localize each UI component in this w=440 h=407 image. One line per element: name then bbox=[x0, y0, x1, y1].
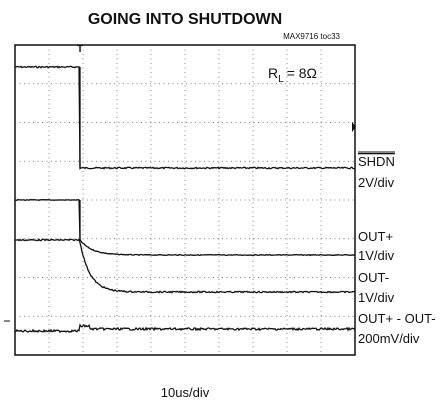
traces bbox=[14, 65, 356, 334]
channel-name: OUT- bbox=[358, 270, 389, 285]
channel-name: SHDN bbox=[358, 154, 395, 169]
channel-scale: 200mV/div bbox=[358, 331, 420, 346]
channel-scale: 1V/div bbox=[358, 248, 395, 263]
time-scale: 10us/div bbox=[161, 385, 210, 400]
level-marker bbox=[352, 122, 356, 132]
channel-name: OUT+ bbox=[358, 229, 393, 244]
title: GOING INTO SHUTDOWN bbox=[88, 11, 282, 28]
diff-trace bbox=[14, 323, 356, 334]
channel-scale: 2V/div bbox=[358, 175, 395, 190]
outn-trace bbox=[14, 238, 356, 294]
outp-trace bbox=[14, 198, 356, 257]
channel-scale: 1V/div bbox=[358, 290, 395, 305]
trigger-marker: T bbox=[77, 44, 83, 55]
channel-name: OUT+ - OUT- bbox=[358, 311, 436, 326]
shdn-trace bbox=[14, 65, 356, 170]
load-label: RL = 8Ω bbox=[268, 65, 317, 85]
part-number: MAX9716 toc33 bbox=[283, 32, 340, 41]
